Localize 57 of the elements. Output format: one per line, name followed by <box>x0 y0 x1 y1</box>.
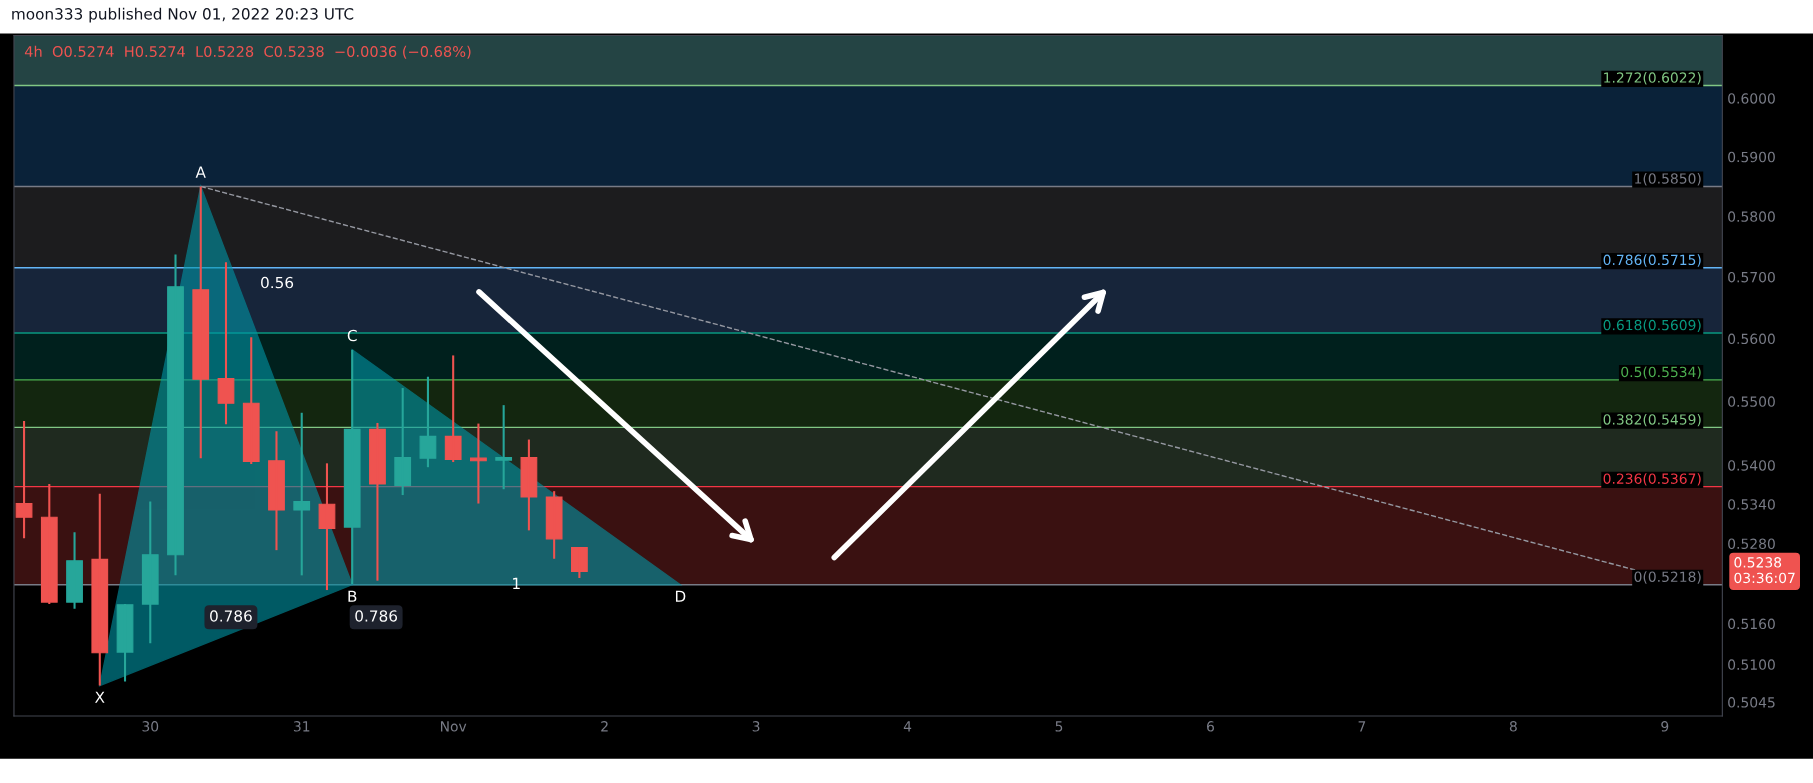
y-tick-label: 0.5400 <box>1728 460 1775 471</box>
candlestick <box>40 482 58 606</box>
annotation: X <box>95 691 105 703</box>
ref-line-label: 0.382(0.5459) <box>1603 413 1701 427</box>
y-tick-label: 0.5600 <box>1728 333 1775 345</box>
x-tick-label: 2 <box>601 721 608 732</box>
candlestick <box>419 375 437 469</box>
annotation: C <box>347 329 357 342</box>
annotation: 0.786 <box>210 610 252 622</box>
y-tick-label: 0.5700 <box>1728 271 1775 283</box>
x-tick-label: 8 <box>1509 721 1517 732</box>
x-tick-label: 30 <box>142 721 159 732</box>
y-tick-label: 0.5100 <box>1728 659 1775 670</box>
chart-title: moon333 published Nov 01, 2022 20:23 UTC <box>12 7 354 23</box>
x-tick-label: Nov <box>440 721 467 732</box>
annotation: 0.786 <box>355 610 398 622</box>
ref-line-label: 0.5(0.5534) <box>1621 366 1701 379</box>
candlestick <box>495 404 513 491</box>
candlestick <box>520 438 538 532</box>
candlestick <box>15 420 33 540</box>
candlestick <box>116 603 134 683</box>
ref-line-label: 0.786(0.5715) <box>1603 254 1701 267</box>
y-tick-label: 0.6000 <box>1728 93 1775 104</box>
annotation: 0.56 <box>261 276 294 289</box>
y-tick-label: 0.5045 <box>1728 697 1775 708</box>
text: 4h O0.5274 H0.5274 L0.5228 C0.5238 −0.0036 (−0.68%) <box>24 45 471 59</box>
candlestick <box>141 500 159 645</box>
x-tick-label: 5 <box>1055 721 1063 732</box>
ref-line-label: 0.236(0.5367) <box>1603 473 1701 486</box>
y-tick-label: 0.5900 <box>1728 151 1775 163</box>
text: 0.5238 03:36:07 <box>1734 557 1795 584</box>
annotation: A <box>195 166 206 178</box>
ref-line-label: 0(0.5218) <box>1634 571 1701 584</box>
x-tick-label: 7 <box>1358 721 1366 732</box>
y-tick-label: 0.5800 <box>1728 211 1775 222</box>
annotation: D <box>675 590 686 602</box>
y-tick-label: 0.5160 <box>1728 618 1775 630</box>
annotation: 1 <box>513 577 520 589</box>
x-tick-label: 6 <box>1207 721 1214 732</box>
ref-line-label: 1.272(0.6022) <box>1604 72 1701 85</box>
y-tick-label: 0.5500 <box>1728 396 1775 407</box>
candlestick <box>293 411 311 577</box>
x-tick-label: 4 <box>903 721 912 732</box>
annotation: B <box>348 590 357 602</box>
ref-line-label: 0.618(0.5609) <box>1603 319 1701 332</box>
y-tick-label: 0.5340 <box>1728 499 1775 510</box>
candlestick <box>66 531 83 610</box>
ref-line-label: 1(0.5850) <box>1635 173 1701 186</box>
candlestick <box>571 546 588 580</box>
candlestick <box>545 490 563 560</box>
x-tick-label: 31 <box>293 721 310 732</box>
x-tick-label: 3 <box>752 721 760 732</box>
candlestick <box>394 387 412 497</box>
candlestick <box>369 421 386 582</box>
y-tick-label: 0.5280 <box>1728 538 1775 550</box>
candlestick <box>192 185 210 460</box>
x-tick-label: 9 <box>1661 721 1669 732</box>
